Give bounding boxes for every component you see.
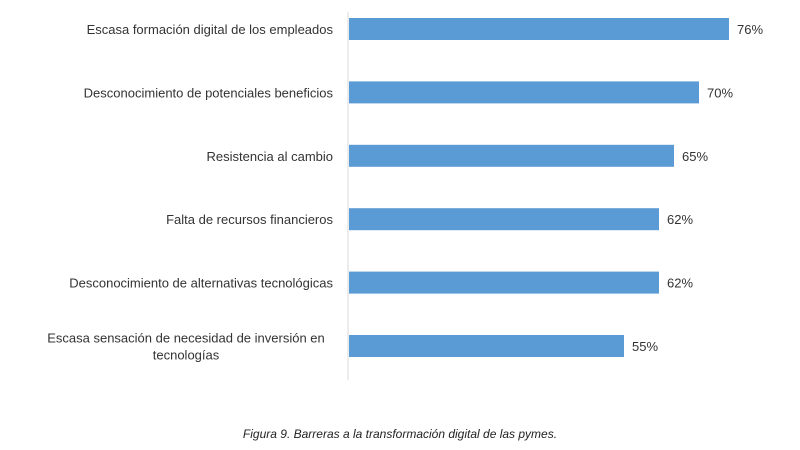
category-label-line: Desconocimiento de alternativas tecnológ… <box>69 276 333 291</box>
bar-3 <box>349 144 674 167</box>
category-label-line: Escasa formación digital de los empleado… <box>87 22 334 37</box>
category-label-line: Resistencia al cambio <box>207 149 333 164</box>
bar-5 <box>349 271 659 294</box>
category-label-2: Desconocimiento de potenciales beneficio… <box>84 85 334 100</box>
bar-4 <box>349 208 659 231</box>
value-label-6: 55% <box>632 339 658 354</box>
category-label-1: Escasa formación digital de los empleado… <box>87 22 334 37</box>
category-labels: Escasa formación digital de los empleado… <box>47 22 333 363</box>
value-label-5: 62% <box>667 276 693 291</box>
category-label-4: Falta de recursos financieros <box>166 212 333 227</box>
value-labels: 76% 70% 65% 62% 62% 55% <box>632 22 763 354</box>
value-label-2: 70% <box>707 85 733 100</box>
bars <box>349 18 729 357</box>
category-label-line: Escasa sensación de necesidad de inversi… <box>47 331 325 346</box>
figure-caption: Figura 9. Barreras a la transformación d… <box>242 427 558 441</box>
category-label-5: Desconocimiento de alternativas tecnológ… <box>69 276 333 291</box>
category-label-6: Escasa sensación de necesidad de inversi… <box>47 331 325 363</box>
category-label-3: Resistencia al cambio <box>207 149 333 164</box>
value-label-4: 62% <box>667 212 693 227</box>
value-label-3: 65% <box>682 149 708 164</box>
value-label-1: 76% <box>737 22 763 37</box>
category-label-line: Desconocimiento de potenciales beneficio… <box>84 85 334 100</box>
category-label-line: tecnologías <box>153 348 220 363</box>
bar-chart: Escasa formación digital de los empleado… <box>47 12 763 380</box>
bar-1 <box>349 18 729 40</box>
bar-2 <box>349 81 699 104</box>
bar-6 <box>349 335 624 357</box>
category-label-line: Falta de recursos financieros <box>166 212 333 227</box>
